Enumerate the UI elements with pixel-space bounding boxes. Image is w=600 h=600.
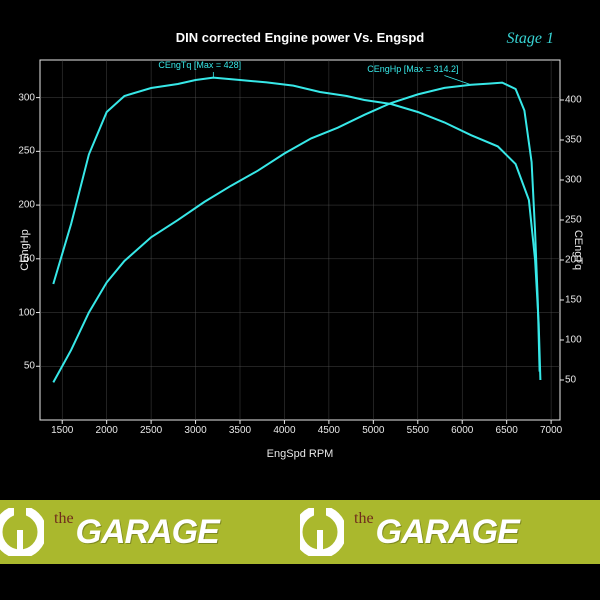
series-label: CEngTq [Max = 428] [158, 60, 241, 70]
x-tick: 3000 [184, 425, 206, 436]
banner-the: the [354, 510, 374, 528]
y-right-tick: 350 [565, 135, 582, 146]
dyno-chart: DIN corrected Engine power Vs. Engspd St… [0, 0, 600, 500]
x-tick: 1500 [51, 425, 73, 436]
y-right-tick: 200 [565, 255, 582, 266]
y-right-tick: 400 [565, 95, 582, 106]
series-label: CEngHp [Max = 314.2] [367, 64, 458, 74]
footer-banner: the GARAGE the GARAGE [0, 500, 600, 564]
y-right-tick: 150 [565, 295, 582, 306]
y-right-tick: 100 [565, 335, 582, 346]
x-tick: 6500 [496, 425, 518, 436]
x-tick: 4500 [318, 425, 340, 436]
y-right-tick: 300 [565, 175, 582, 186]
y-left-tick: 150 [18, 253, 35, 264]
x-tick: 5500 [407, 425, 429, 436]
x-tick: 2000 [96, 425, 118, 436]
x-tick: 2500 [140, 425, 162, 436]
wrench-icon [300, 508, 344, 556]
y-right-tick: 50 [565, 375, 576, 386]
y-left-tick: 50 [24, 361, 35, 372]
wrench-icon [0, 508, 44, 556]
x-tick: 3500 [229, 425, 251, 436]
banner-garage: GARAGE [76, 513, 219, 552]
banner-logo-1: the GARAGE [0, 500, 300, 564]
banner-garage: GARAGE [376, 513, 519, 552]
y-left-tick: 300 [18, 92, 35, 103]
y-left-tick: 250 [18, 146, 35, 157]
x-tick: 7000 [540, 425, 562, 436]
banner-logo-2: the GARAGE [300, 500, 600, 564]
y-left-tick: 100 [18, 307, 35, 318]
banner-the: the [54, 510, 74, 528]
x-tick: 5000 [362, 425, 384, 436]
x-tick: 4000 [273, 425, 295, 436]
x-tick: 6000 [451, 425, 473, 436]
y-left-tick: 200 [18, 200, 35, 211]
y-right-tick: 250 [565, 215, 582, 226]
